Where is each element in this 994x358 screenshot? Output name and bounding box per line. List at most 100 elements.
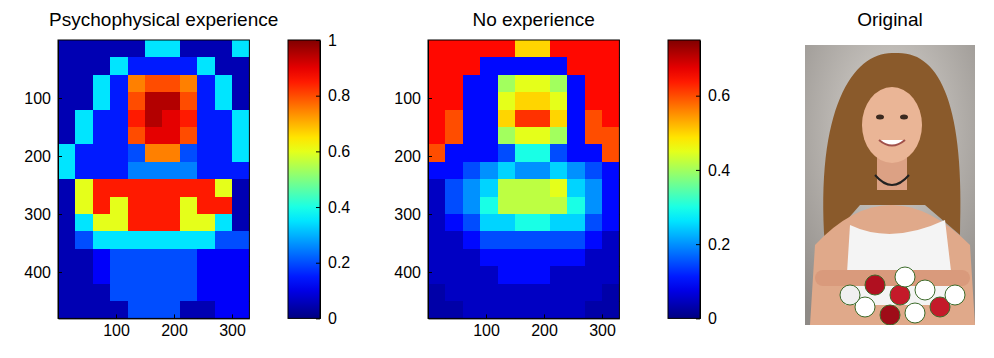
heatmap-cell bbox=[428, 231, 446, 249]
heatmap-cell bbox=[515, 127, 533, 145]
heatmap-cell bbox=[215, 231, 233, 249]
heatmap-cell bbox=[463, 266, 481, 284]
heatmap-cell bbox=[480, 57, 498, 75]
heatmap-cell bbox=[602, 162, 619, 180]
heatmap-cell bbox=[532, 127, 550, 145]
heatmap-cell bbox=[145, 75, 163, 93]
heatmap-cell bbox=[232, 197, 249, 215]
heatmap-cell bbox=[145, 144, 163, 162]
heatmap-cell bbox=[445, 301, 463, 318]
heatmap-cell bbox=[428, 266, 446, 284]
heatmap-cell bbox=[463, 301, 481, 318]
heatmap-cell bbox=[180, 249, 198, 267]
heatmap-cell bbox=[567, 144, 585, 162]
heatmap-cell bbox=[110, 57, 128, 75]
tick-label: 1 bbox=[328, 32, 337, 49]
heatmap-cell bbox=[532, 162, 550, 180]
heatmap-cell bbox=[480, 92, 498, 110]
heatmap-cell bbox=[75, 144, 93, 162]
heatmap-cell bbox=[550, 249, 568, 267]
heatmap-cell bbox=[110, 40, 128, 58]
heatmap-cell bbox=[75, 75, 93, 93]
heatmap-cell bbox=[515, 110, 533, 128]
heatmap-cell bbox=[197, 231, 215, 249]
heatmap-cell bbox=[75, 162, 93, 180]
tick-label: 0.6 bbox=[708, 87, 730, 104]
colorbar-axis: 00.20.40.6 bbox=[696, 41, 730, 328]
heatmap-cell bbox=[58, 231, 76, 249]
heatmap-cell bbox=[232, 301, 249, 318]
heatmap-cell bbox=[585, 75, 603, 93]
photo-flower bbox=[905, 303, 925, 323]
heatmap-cell bbox=[197, 301, 215, 318]
photo-smile bbox=[879, 140, 905, 146]
heatmap-cell bbox=[428, 214, 446, 232]
heatmap-cell bbox=[58, 197, 76, 215]
heatmap-cell bbox=[480, 214, 498, 232]
heatmap-cell bbox=[75, 179, 93, 197]
x-axis: 100200300 bbox=[429, 314, 620, 338]
tick-label: 0 bbox=[708, 310, 717, 327]
heatmap-cell bbox=[93, 40, 111, 58]
tick-label: 400 bbox=[394, 264, 421, 281]
heatmap-cell bbox=[93, 284, 111, 302]
tick: 200 bbox=[24, 148, 62, 165]
heatmap-cell bbox=[162, 197, 180, 215]
heatmap-cell bbox=[75, 249, 93, 267]
heatmap-cell bbox=[58, 92, 76, 110]
heatmap-cell bbox=[463, 179, 481, 197]
heatmap-cell bbox=[585, 110, 603, 128]
heatmap-cell bbox=[428, 179, 446, 197]
heatmap-cell bbox=[463, 75, 481, 93]
heatmap-cell bbox=[567, 40, 585, 58]
tick-label: 100 bbox=[394, 90, 421, 107]
tick-mark bbox=[232, 314, 233, 318]
heatmap-cell bbox=[232, 57, 249, 75]
heatmap-cell bbox=[602, 266, 619, 284]
heatmap-cell bbox=[532, 92, 550, 110]
heatmap-cell bbox=[445, 214, 463, 232]
heatmap-cell bbox=[602, 231, 619, 249]
heatmap-cell bbox=[515, 179, 533, 197]
tick: 200 bbox=[161, 314, 188, 338]
heatmap-cell bbox=[515, 284, 533, 302]
y-axis: 100200300400 bbox=[24, 41, 62, 319]
tick-mark bbox=[316, 40, 320, 41]
heatmap-cell bbox=[75, 284, 93, 302]
heatmap-cell bbox=[215, 92, 233, 110]
tick: 0.6 bbox=[696, 87, 730, 104]
heatmap-cell bbox=[215, 179, 233, 197]
tick-mark bbox=[58, 214, 62, 215]
heatmap-cell bbox=[602, 144, 619, 162]
heatmap-cell bbox=[428, 301, 446, 318]
heatmap-cell bbox=[58, 75, 76, 93]
heatmap-cell bbox=[110, 214, 128, 232]
heatmap-cell bbox=[215, 75, 233, 93]
heatmap-cell bbox=[162, 162, 180, 180]
photo-flower bbox=[865, 275, 885, 295]
heatmap-cell bbox=[515, 92, 533, 110]
heatmap-cell bbox=[58, 110, 76, 128]
heatmap-cell bbox=[532, 284, 550, 302]
heatmap-cell bbox=[215, 162, 233, 180]
heatmap-cell bbox=[567, 249, 585, 267]
heatmap-cell bbox=[515, 40, 533, 58]
heatmap-cell bbox=[463, 284, 481, 302]
tick-mark bbox=[602, 314, 603, 318]
heatmap-cell bbox=[602, 110, 619, 128]
heatmap-cell bbox=[232, 266, 249, 284]
heatmap-cell bbox=[110, 127, 128, 145]
axis-line bbox=[58, 41, 59, 319]
heatmap-cell bbox=[110, 92, 128, 110]
heatmap-cell bbox=[197, 144, 215, 162]
heatmap-cell bbox=[110, 266, 128, 284]
heatmap-cell bbox=[93, 57, 111, 75]
heatmap-cell bbox=[567, 197, 585, 215]
photo-panel: Original bbox=[805, 9, 975, 325]
heatmap-cell bbox=[197, 57, 215, 75]
heatmap-cell bbox=[532, 266, 550, 284]
heatmap-cell bbox=[515, 144, 533, 162]
heatmap-cell bbox=[128, 284, 146, 302]
heatmap-cell bbox=[498, 266, 516, 284]
heatmap-cell bbox=[550, 197, 568, 215]
